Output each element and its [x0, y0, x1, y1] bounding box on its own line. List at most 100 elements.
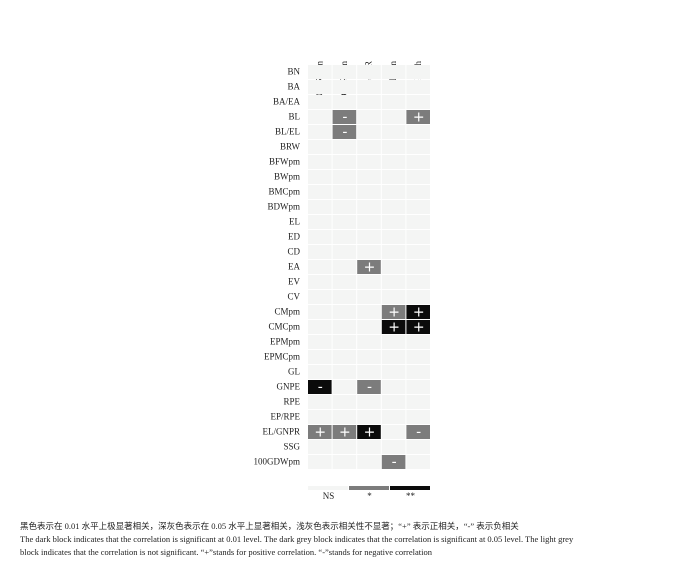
- cell: [381, 80, 406, 94]
- cell: [381, 275, 406, 289]
- cell: [308, 215, 332, 229]
- cell: [406, 200, 430, 214]
- cell: [332, 290, 357, 304]
- cell: [381, 65, 406, 79]
- cell: [332, 275, 357, 289]
- cell: [357, 230, 381, 244]
- cell: [332, 425, 357, 439]
- cell: [381, 230, 406, 244]
- cell: [357, 140, 381, 154]
- cell: [332, 380, 357, 394]
- cell: [381, 425, 406, 439]
- sign: -: [367, 380, 372, 396]
- legend-swatch: [308, 486, 348, 490]
- cell: [406, 125, 430, 139]
- row-label: BL/EL: [275, 127, 300, 137]
- cell: [406, 65, 430, 79]
- cell: [381, 410, 406, 424]
- row-label: 100GDWpm: [254, 457, 301, 467]
- cell: [308, 245, 332, 259]
- row-label: BDWpm: [268, 202, 301, 212]
- cell: [332, 350, 357, 364]
- cell: [381, 305, 406, 319]
- row-label: CMCpm: [268, 322, 300, 332]
- row-label: RPE: [283, 397, 300, 407]
- cell: [357, 440, 381, 454]
- cell: [357, 110, 381, 124]
- legend-label: *: [367, 491, 372, 501]
- cell: [332, 230, 357, 244]
- cell: [406, 410, 430, 424]
- cell: [406, 290, 430, 304]
- cell: [406, 110, 430, 124]
- cell: [357, 350, 381, 364]
- cell: [308, 290, 332, 304]
- cell: [381, 200, 406, 214]
- cell: [381, 125, 406, 139]
- cell: [381, 245, 406, 259]
- caption: 黑色表示在 0.01 水平上极显著相关，深灰色表示在 0.05 水平上显著相关，…: [20, 521, 519, 531]
- cell: [332, 65, 357, 79]
- cell: [406, 95, 430, 109]
- cell: [406, 245, 430, 259]
- cell: [357, 200, 381, 214]
- sign: -: [392, 455, 397, 471]
- cell: [406, 380, 430, 394]
- cell: [406, 365, 430, 379]
- row-label: BWpm: [274, 172, 300, 182]
- cell: [308, 95, 332, 109]
- cell: [308, 170, 332, 184]
- cell: [357, 320, 381, 334]
- row-label: EL/GNPR: [262, 427, 300, 437]
- cell: [332, 155, 357, 169]
- cell: [332, 125, 357, 139]
- cell: [332, 170, 357, 184]
- sign: -: [318, 380, 323, 396]
- legend-label: **: [406, 491, 416, 501]
- cell: [308, 275, 332, 289]
- row-label: BRW: [280, 142, 301, 152]
- cell: [332, 215, 357, 229]
- cell: [381, 140, 406, 154]
- cell: [332, 80, 357, 94]
- cell: [381, 110, 406, 124]
- cell: [406, 350, 430, 364]
- row-label: CD: [287, 247, 300, 257]
- cell: [381, 380, 406, 394]
- cell: [308, 200, 332, 214]
- cell: [332, 260, 357, 274]
- cell: [381, 335, 406, 349]
- cell: [308, 110, 332, 124]
- row-label: BFWpm: [269, 157, 300, 167]
- row-label: EPMpm: [270, 337, 300, 347]
- sign: +: [388, 320, 400, 336]
- row-label: BL: [288, 112, 300, 122]
- sign: +: [413, 110, 425, 126]
- row-label: EA: [288, 262, 300, 272]
- cell: [381, 260, 406, 274]
- sign: +: [364, 260, 376, 276]
- cell: [308, 425, 332, 439]
- cell: [357, 335, 381, 349]
- caption: block indicates that the correlation is …: [20, 547, 433, 557]
- row-label: BA/EA: [273, 97, 301, 107]
- cell: [308, 305, 332, 319]
- cell: [308, 350, 332, 364]
- row-label: GL: [288, 367, 300, 377]
- row-label: CV: [287, 292, 300, 302]
- row-label: SSG: [283, 442, 300, 452]
- cell: [381, 185, 406, 199]
- row-label: BN: [287, 67, 300, 77]
- cell: [332, 200, 357, 214]
- cell: [332, 455, 357, 469]
- cell: [308, 125, 332, 139]
- cell: [332, 335, 357, 349]
- cell: [308, 185, 332, 199]
- cell: [357, 365, 381, 379]
- legend-label: NS: [323, 491, 335, 501]
- cell: [308, 395, 332, 409]
- cell: [308, 440, 332, 454]
- row-label: EPMCpm: [264, 352, 300, 362]
- legend-swatch: [349, 486, 389, 490]
